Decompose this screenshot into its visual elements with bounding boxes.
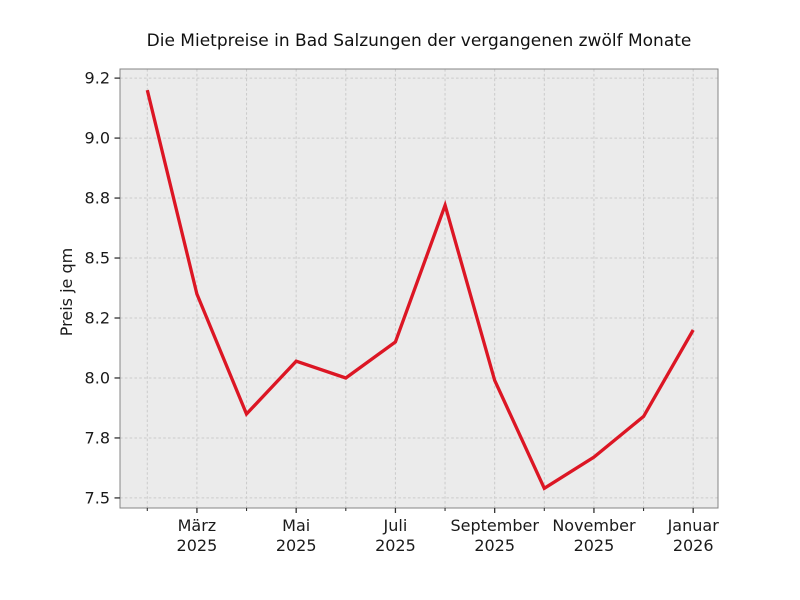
axis-ticks [114,77,694,513]
y-axis-label: Preis je qm [57,248,76,336]
chart-title: Die Mietpreise in Bad Salzungen der verg… [147,31,692,51]
price-line [145,89,695,491]
y-tick-label: 8.8 [85,189,110,208]
gridlines [120,69,718,508]
x-tick-label: Januar 2026 [667,516,720,555]
plot-border [119,68,719,509]
x-tick-label: September 2025 [450,516,539,555]
data-series [145,89,695,491]
y-tick-label: 7.8 [85,428,110,447]
x-tick-label: Juli 2025 [375,516,416,555]
x-tick-label: Mai 2025 [276,516,317,555]
y-tick-label: 8.0 [85,368,110,387]
plot-area [120,69,718,508]
axis-tick-labels: März 2025 Mai 2025 Juli 2025 September 2025 Nove… [85,69,720,555]
y-tick-label: 8.2 [85,309,110,328]
y-tick-label: 8.5 [85,249,110,268]
y-tick-label: 7.5 [85,488,110,507]
y-tick-label: 9.0 [85,129,110,148]
x-tick-label: November 2025 [552,516,636,555]
x-tick-label: März 2025 [177,516,218,555]
y-tick-label: 9.2 [85,69,110,88]
